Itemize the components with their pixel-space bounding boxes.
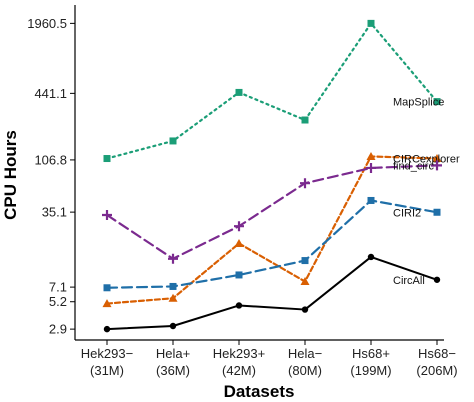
y-tick-label: 5.2 [49, 294, 67, 309]
data-point-mapsplice [235, 88, 243, 96]
y-tick-label: 1960.5 [27, 16, 67, 31]
x-tick-label: Hek293+ [213, 346, 265, 361]
data-point-ciri2 [235, 271, 243, 279]
data-point-circexplorer [102, 299, 112, 308]
y-tick-label: 441.1 [34, 86, 67, 101]
data-point-circexplorer [432, 154, 442, 163]
y-tick-label: 7.1 [49, 280, 67, 295]
data-point-mapsplice [103, 155, 111, 163]
series-label-ciri2: CIRI2 [393, 207, 421, 219]
data-point-find_circ [300, 178, 310, 189]
data-point-circall [367, 253, 375, 261]
x-tick-label: (206M) [416, 363, 457, 378]
data-point-circexplorer [234, 238, 244, 247]
x-tick-label: Hs68+ [352, 346, 390, 361]
x-tick-label: (36M) [156, 363, 190, 378]
x-tick-label: Hela+ [156, 346, 190, 361]
series-label-circexplorer: CIRCexplorer [393, 154, 460, 166]
data-point-ciri2 [301, 257, 309, 265]
data-point-find_circ [366, 162, 376, 173]
series-line-ciri2 [105, 199, 439, 289]
x-tick-label: (199M) [350, 363, 391, 378]
data-point-ciri2 [103, 284, 111, 292]
x-tick-label: (42M) [222, 363, 256, 378]
data-point-circall [169, 322, 177, 330]
series-label-find_circ: find_circ [393, 160, 434, 172]
data-point-circall [433, 276, 441, 283]
y-tick-label: 35.1 [42, 205, 67, 220]
data-point-find_circ [168, 253, 178, 264]
data-point-circall [103, 325, 111, 333]
data-point-find_circ [432, 160, 442, 171]
data-point-ciri2 [433, 208, 441, 216]
chart-marks: 2.9 5.27.1 35.1 106.8 441.1 1960.5 Hek293− (31M… [27, 16, 460, 378]
series-label-mapsplice: MapSplice [393, 97, 444, 109]
data-point-mapsplice [169, 137, 177, 145]
data-point-find_circ [234, 221, 244, 232]
data-point-circall [235, 302, 243, 309]
y-axis-title: CPU Hours [1, 130, 20, 220]
data-point-ciri2 [169, 282, 177, 290]
data-point-circall [301, 306, 309, 313]
data-point-ciri2 [367, 196, 375, 204]
data-point-circexplorer [168, 293, 178, 302]
series-line-circall [106, 255, 438, 331]
x-tick-label: Hs68− [418, 346, 456, 361]
data-point-circexplorer [366, 151, 376, 160]
x-axis-title: Datasets [224, 382, 295, 401]
data-point-mapsplice [301, 116, 309, 124]
x-tick-label: (31M) [90, 363, 124, 378]
series-line-find_circ [105, 164, 439, 260]
data-point-mapsplice [367, 19, 375, 27]
x-tick-label: Hek293− [81, 346, 133, 361]
x-tick-label: Hela− [288, 346, 322, 361]
y-tick-label: 106.8 [34, 152, 67, 167]
series-label-circall: CircAll [393, 275, 425, 287]
y-tick-label: 2.9 [49, 322, 67, 337]
data-point-circexplorer [300, 277, 310, 286]
x-tick-label: (80M) [288, 363, 322, 378]
series-line-circexplorer [105, 155, 439, 305]
data-point-mapsplice [433, 98, 441, 106]
data-point-find_circ [102, 210, 112, 221]
series-line-mapsplice [105, 22, 439, 160]
